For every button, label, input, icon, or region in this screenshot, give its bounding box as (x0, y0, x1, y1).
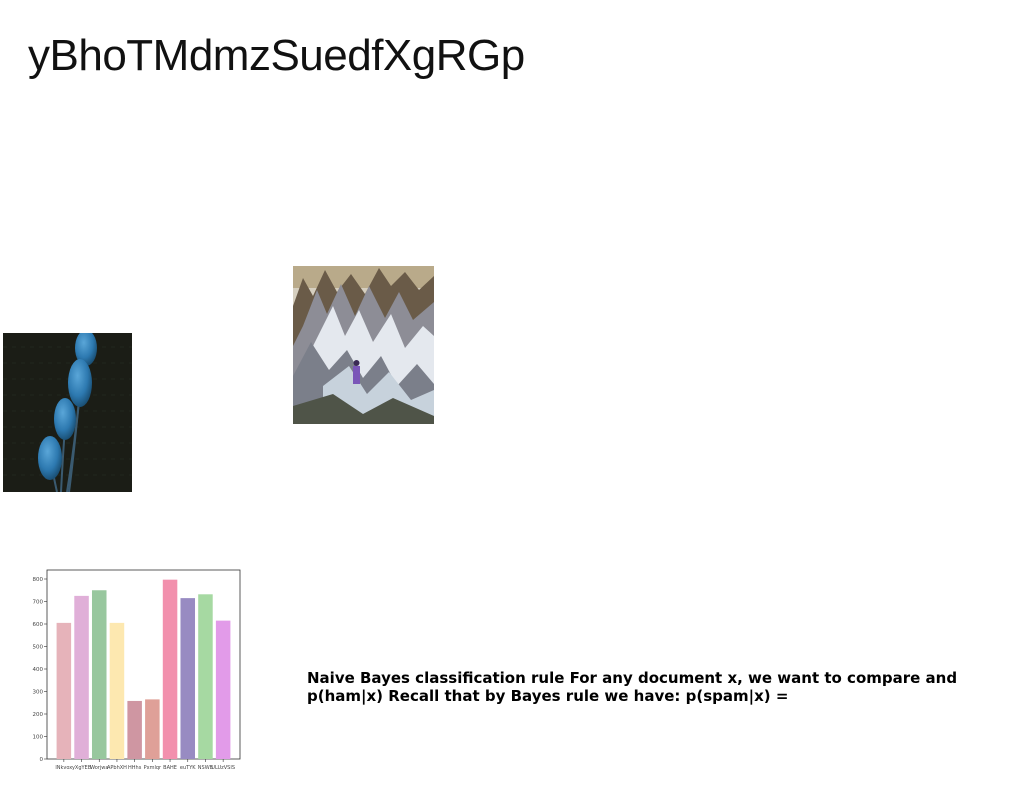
chart-frame (46, 569, 241, 760)
bar-chart: 0 100 200 300 400 500 600 700 800 lNkvox yXgYEBWor… (33, 569, 241, 771)
y-tick-label: 300 (33, 690, 44, 696)
x-tick-label: yXgYEB (72, 765, 92, 771)
bar (56, 622, 72, 759)
y-tick-label: 800 (33, 577, 44, 583)
x-tick-label: NSWB (198, 765, 214, 771)
bar (198, 594, 213, 759)
y-tick-label: 0 (40, 757, 44, 763)
x-tick-label: APbhXH (107, 765, 127, 771)
x-tick-label: ULUzVSIS (211, 765, 235, 771)
bar (180, 598, 196, 759)
y-tick-label: 700 (33, 600, 44, 606)
y-tick-label: 100 (33, 735, 44, 741)
y-tick-label: 200 (33, 712, 44, 718)
y-tick-label: 500 (33, 645, 44, 651)
y-tick-label: 600 (33, 622, 44, 628)
x-tick-label: BAHE (163, 765, 177, 771)
x-tick-label: euTYK (180, 765, 196, 771)
bar (162, 579, 178, 759)
bar (91, 590, 107, 759)
bar (109, 622, 125, 759)
bar (74, 595, 89, 759)
x-tick-label: lNkvox (55, 765, 72, 771)
bar (127, 700, 142, 759)
bar (145, 699, 160, 759)
x-tick-label: Pxmlqr (144, 765, 162, 771)
bar (215, 620, 231, 759)
y-tick-label: 400 (33, 667, 44, 673)
plants-photo (3, 333, 132, 492)
x-tick-label: HHhs (128, 765, 142, 771)
mountain-photo (293, 266, 434, 424)
page-title: yBhoTMdmzSuedfXgRGp (28, 31, 525, 80)
caption-text: Naive Bayes classification rule For any … (307, 669, 958, 705)
x-tick-label: Worjwa (90, 765, 108, 771)
